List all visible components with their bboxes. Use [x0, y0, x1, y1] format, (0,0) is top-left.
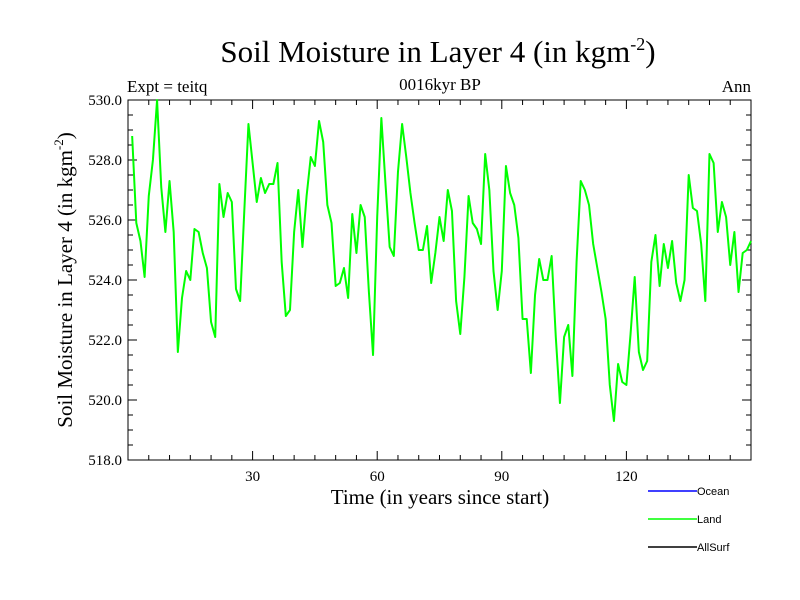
y-axis-label: Soil Moisture in Layer 4 (in kgm-2) [51, 132, 77, 427]
legend-label-land: Land [697, 514, 721, 526]
chart-title-superscript: -2 [630, 34, 645, 54]
y-axis: 518.0 520.0 522.0 524.0 526.0 528.0 530.0 [88, 93, 751, 469]
y-tick-label: 526.0 [88, 213, 122, 229]
x-tick-label: 60 [370, 469, 385, 485]
y-tick-label: 524.0 [88, 273, 122, 289]
x-axis: 30 60 90 120 [148, 100, 731, 485]
y-tick-label: 528.0 [88, 153, 122, 169]
plot-area [127, 99, 752, 461]
legend-label-ocean: Ocean [697, 486, 729, 498]
season-label: Ann [722, 77, 752, 96]
y-axis-label-close: ) [53, 132, 77, 139]
x-tick-label: 30 [245, 469, 260, 485]
chart-subtitle: 0016kyr BP [399, 75, 481, 94]
legend-label-allsurf: AllSurf [697, 542, 730, 554]
y-tick-label: 518.0 [88, 453, 122, 469]
x-tick-label: 90 [494, 469, 509, 485]
chart-title: Soil Moisture in Layer 4 (in kgm-2) [220, 34, 655, 69]
y-axis-label-superscript: -2 [51, 139, 66, 150]
y-tick-label: 522.0 [88, 333, 122, 349]
experiment-label: Expt = teitq [127, 77, 208, 96]
x-axis-label: Time (in years since start) [331, 485, 550, 509]
legend: Ocean Land AllSurf [648, 486, 730, 554]
chart-title-close: ) [645, 34, 655, 69]
series-line-land [131, 99, 752, 422]
y-tick-label: 530.0 [88, 93, 122, 109]
y-tick-label: 520.0 [88, 393, 122, 409]
x-tick-label: 120 [615, 469, 638, 485]
